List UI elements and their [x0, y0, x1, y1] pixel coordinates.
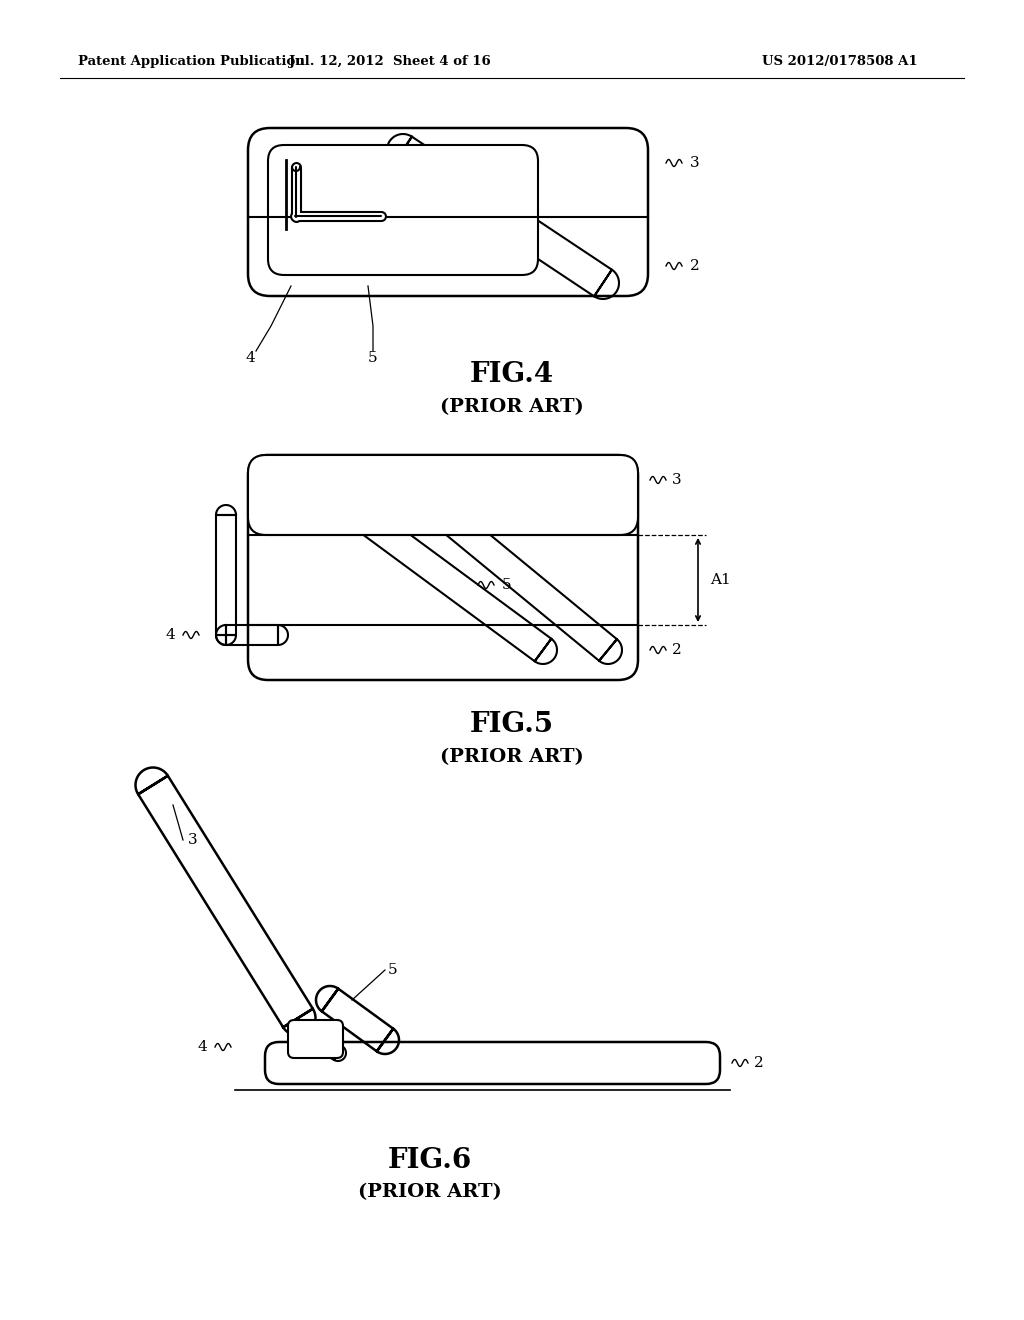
Text: 4: 4	[246, 351, 256, 366]
Text: A1: A1	[710, 573, 731, 587]
FancyBboxPatch shape	[288, 1020, 343, 1059]
Text: FIG.6: FIG.6	[388, 1147, 472, 1173]
FancyBboxPatch shape	[265, 1041, 720, 1084]
FancyBboxPatch shape	[248, 455, 638, 535]
Text: 3: 3	[188, 833, 198, 847]
Text: 2: 2	[672, 643, 682, 657]
Text: 4: 4	[198, 1040, 207, 1053]
Text: 5: 5	[502, 578, 512, 591]
Text: Patent Application Publication: Patent Application Publication	[78, 55, 305, 69]
Text: (PRIOR ART): (PRIOR ART)	[440, 399, 584, 416]
Text: US 2012/0178508 A1: US 2012/0178508 A1	[762, 55, 918, 69]
FancyBboxPatch shape	[268, 145, 538, 275]
FancyBboxPatch shape	[248, 128, 648, 296]
Text: 4: 4	[165, 628, 175, 642]
Text: 2: 2	[754, 1056, 764, 1071]
Text: 2: 2	[690, 259, 699, 273]
Text: FIG.4: FIG.4	[470, 362, 554, 388]
FancyBboxPatch shape	[248, 455, 638, 680]
Text: (PRIOR ART): (PRIOR ART)	[358, 1183, 502, 1201]
Text: Jul. 12, 2012  Sheet 4 of 16: Jul. 12, 2012 Sheet 4 of 16	[289, 55, 490, 69]
Text: 3: 3	[690, 156, 699, 170]
Text: FIG.5: FIG.5	[470, 711, 554, 738]
Text: 5: 5	[388, 964, 397, 977]
Text: 3: 3	[672, 473, 682, 487]
Text: 5: 5	[368, 351, 378, 366]
Text: (PRIOR ART): (PRIOR ART)	[440, 748, 584, 766]
